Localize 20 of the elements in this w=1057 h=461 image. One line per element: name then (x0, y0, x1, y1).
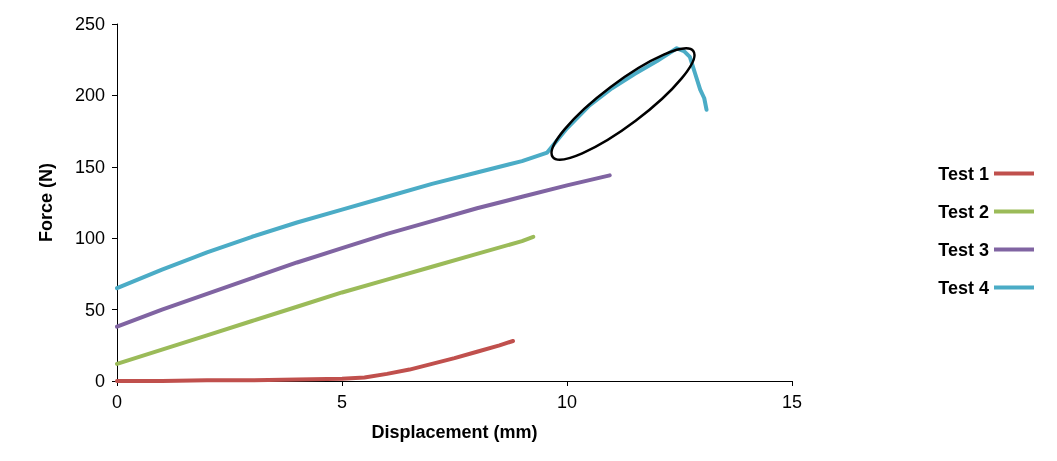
y-tick-label: 200 (74, 85, 105, 106)
x-tick-label: 0 (111, 392, 123, 412)
y-tick-label: 100 (74, 228, 105, 249)
line-series (115, 234, 536, 366)
line-series (115, 46, 709, 291)
line-series (115, 173, 612, 329)
y-tick-label: 250 (74, 14, 105, 34)
line-series (115, 339, 515, 383)
x-tick-label: 15 (781, 392, 803, 412)
y-tick-label: 150 (74, 156, 105, 177)
legend-label: Test 3 (938, 239, 989, 260)
legend-label: Test 4 (938, 277, 989, 298)
x-axis-title: Displacement (mm) (371, 422, 538, 442)
x-tick-label: 10 (556, 392, 578, 412)
y-axis-title: Force (N) (36, 162, 56, 243)
legend-label: Test 1 (938, 163, 989, 184)
legend-label: Test 2 (938, 201, 989, 222)
y-tick-label: 0 (94, 371, 105, 391)
x-tick-label: 5 (336, 392, 348, 412)
y-tick-label: 50 (84, 299, 105, 320)
